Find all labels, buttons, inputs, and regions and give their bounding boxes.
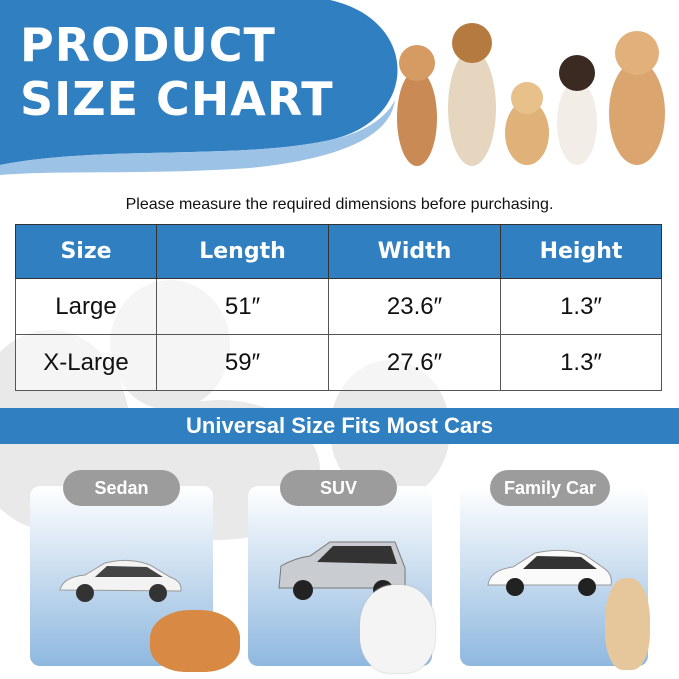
samoyed-dog-image: [360, 585, 435, 673]
cell-height: 1.3″: [500, 278, 662, 335]
corgi-dog-image: [150, 610, 240, 672]
cell-length: 59″: [156, 334, 329, 391]
cell-height: 1.3″: [500, 334, 662, 391]
hero-header: PRODUCT SIZE CHART: [0, 0, 679, 175]
page-title: PRODUCT SIZE CHART: [20, 18, 334, 126]
pets-photo: [397, 23, 665, 166]
size-table: Size Length Width Height Large 51″ 23.6″…: [15, 224, 662, 391]
suv-car-image: [278, 541, 406, 600]
measure-note: Please measure the required dimensions b…: [125, 196, 554, 213]
header-width: Width: [328, 224, 501, 279]
table-header-row: Size Length Width Height: [15, 224, 662, 279]
label-suv: SUV: [280, 470, 397, 506]
table-row: Large 51″ 23.6″ 1.3″: [15, 278, 662, 335]
cell-size: X-Large: [15, 334, 157, 391]
header-length: Length: [156, 224, 329, 279]
label-sedan: Sedan: [63, 470, 180, 506]
golden-puppy-image: [605, 578, 650, 670]
table-row: X-Large 59″ 27.6″ 1.3″: [15, 334, 662, 391]
label-family-car: Family Car: [490, 470, 610, 506]
cell-length: 51″: [156, 278, 329, 335]
header-size: Size: [15, 224, 157, 279]
cell-size: Large: [15, 278, 157, 335]
universal-size-banner: Universal Size Fits Most Cars: [0, 408, 679, 444]
hero-blue-shape: [0, 0, 398, 175]
family-car-image: [487, 549, 612, 596]
sedan-car-image: [59, 559, 182, 602]
cell-width: 27.6″: [328, 334, 501, 391]
cell-width: 23.6″: [328, 278, 501, 335]
header-height: Height: [500, 224, 662, 279]
